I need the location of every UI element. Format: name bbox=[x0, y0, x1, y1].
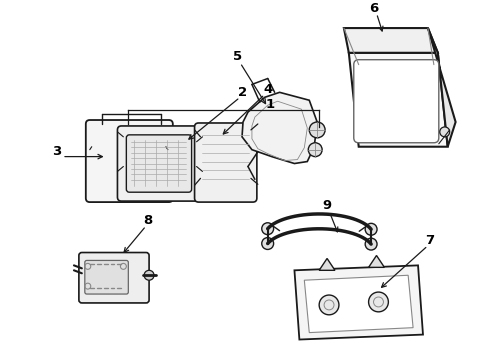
Polygon shape bbox=[349, 53, 448, 147]
Text: 4: 4 bbox=[263, 83, 272, 96]
Circle shape bbox=[262, 238, 273, 249]
Text: 2: 2 bbox=[239, 86, 247, 99]
Text: 6: 6 bbox=[369, 2, 378, 15]
Text: 1: 1 bbox=[265, 98, 274, 111]
Circle shape bbox=[309, 122, 325, 138]
Text: 5: 5 bbox=[233, 50, 242, 63]
Circle shape bbox=[368, 292, 389, 312]
Circle shape bbox=[262, 223, 273, 235]
FancyBboxPatch shape bbox=[79, 252, 149, 303]
Polygon shape bbox=[304, 275, 413, 333]
Circle shape bbox=[365, 223, 377, 235]
FancyBboxPatch shape bbox=[195, 123, 257, 202]
Circle shape bbox=[319, 295, 339, 315]
FancyBboxPatch shape bbox=[126, 135, 192, 192]
Circle shape bbox=[440, 127, 450, 137]
Polygon shape bbox=[428, 28, 456, 147]
Text: 3: 3 bbox=[52, 145, 62, 158]
FancyBboxPatch shape bbox=[354, 60, 439, 143]
FancyBboxPatch shape bbox=[86, 120, 173, 202]
Polygon shape bbox=[294, 265, 423, 339]
Circle shape bbox=[365, 238, 377, 250]
Polygon shape bbox=[319, 258, 335, 270]
Text: 9: 9 bbox=[322, 199, 332, 212]
FancyBboxPatch shape bbox=[118, 126, 202, 201]
Circle shape bbox=[308, 143, 322, 157]
Circle shape bbox=[144, 270, 154, 280]
Polygon shape bbox=[344, 28, 438, 53]
Text: 8: 8 bbox=[144, 214, 153, 228]
Polygon shape bbox=[242, 92, 317, 163]
FancyBboxPatch shape bbox=[85, 260, 128, 294]
Polygon shape bbox=[368, 256, 385, 267]
Text: 7: 7 bbox=[425, 234, 435, 247]
